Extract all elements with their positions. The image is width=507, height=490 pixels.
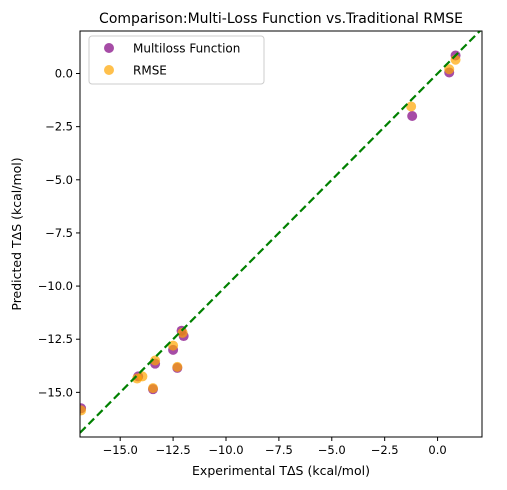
x-tick-label: 0.0 xyxy=(428,443,446,457)
point-series-1-6 xyxy=(172,361,183,372)
point-series-1-0 xyxy=(80,405,87,416)
x-tick-label: −5.0 xyxy=(318,443,346,457)
x-tick-label: −2.5 xyxy=(371,443,399,457)
y-tick-label: −7.5 xyxy=(45,226,73,240)
y-tick-label: −10.0 xyxy=(38,279,73,293)
y-axis-title: Predicted TΔS (kcal/mol) xyxy=(9,157,24,310)
legend: Multiloss Function RMSE xyxy=(88,35,265,85)
legend-label-multiloss: Multiloss Function xyxy=(133,42,240,56)
y-tick-label: −15.0 xyxy=(38,385,73,399)
point-series-0-8 xyxy=(407,111,418,122)
legend-marker-rmse xyxy=(104,65,114,75)
point-series-1-8 xyxy=(406,101,417,112)
reference-line-y-equals-x xyxy=(80,31,482,435)
point-series-1-3 xyxy=(147,383,158,394)
y-tick-label: 0.0 xyxy=(55,67,73,81)
x-tick-label: −12.5 xyxy=(155,443,190,457)
plot-frame xyxy=(79,30,483,438)
legend-frame xyxy=(88,35,265,85)
x-axis-title: Experimental TΔS (kcal/mol) xyxy=(192,463,370,478)
point-series-1-7 xyxy=(177,327,188,338)
point-series-1-9 xyxy=(444,64,455,75)
x-tick-label: −10.0 xyxy=(208,443,243,457)
x-tick-label: −7.5 xyxy=(265,443,293,457)
y-tick-label: −5.0 xyxy=(45,173,73,187)
y-tick-label: −12.5 xyxy=(38,332,73,346)
plot-contents xyxy=(80,31,482,435)
x-tick-label: −15.0 xyxy=(103,443,138,457)
legend-label-rmse: RMSE xyxy=(133,64,167,78)
legend-marker-multiloss xyxy=(104,43,114,53)
point-series-1-2 xyxy=(137,371,148,382)
point-series-1-4 xyxy=(150,355,161,366)
y-tick-label: −2.5 xyxy=(45,120,73,134)
plot-area: −15.0 −12.5 −10.0 −7.5 −5.0 −2.5 0.0 −15.0 −12.5… xyxy=(38,30,483,457)
chart-title: Comparison:Multi-Loss Function vs.Tradit… xyxy=(99,11,463,27)
